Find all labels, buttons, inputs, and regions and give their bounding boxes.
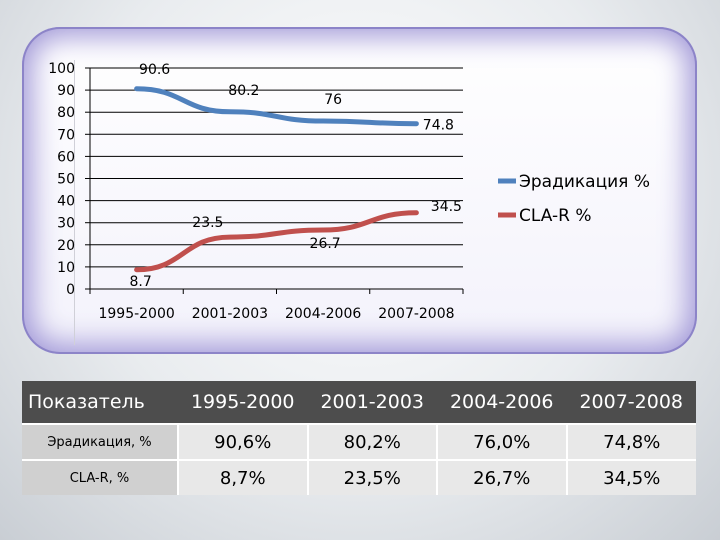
legend-label: CLA-R %	[519, 206, 592, 226]
table-cell: 74,8%	[565, 423, 696, 460]
table-row: Эрадикация, % 90,6% 80,2% 76,0% 74,8%	[22, 423, 696, 460]
x-tick-label: 2001-2003	[192, 306, 268, 322]
series-line	[134, 210, 419, 273]
x-tick-label: 2004-2006	[285, 306, 361, 322]
data-label: 23.5	[192, 215, 223, 231]
y-tick-label: 10	[57, 260, 75, 276]
table-header: Показатель	[22, 381, 178, 424]
y-tick-label: 40	[57, 194, 75, 210]
y-tick-label: 60	[57, 149, 75, 165]
y-tick-label: 100	[48, 61, 75, 77]
x-axis-ticks: 1995-2000 2001-2003 2004-2006 2007-2008	[89, 289, 464, 322]
series-lines	[134, 86, 419, 273]
y-tick-label: 90	[57, 83, 75, 99]
table-header: 2007-2008	[566, 381, 696, 424]
y-tick-label: 50	[57, 172, 75, 188]
y-tick-label: 20	[57, 238, 75, 254]
table-cell: 76,0%	[436, 423, 567, 460]
chart-gridlines	[85, 67, 463, 290]
table-cell: 90,6%	[177, 423, 308, 460]
legend-label: Эрадикация %	[519, 172, 650, 192]
data-label: 76	[324, 92, 342, 108]
table-header-row: Показатель 1995-2000 2001-2003 2004-2006…	[22, 381, 696, 424]
panel-edge-line	[74, 60, 75, 345]
row-label: CLA-R, %	[22, 459, 178, 495]
chart-legend: Эрадикация % CLA-R %	[498, 172, 650, 226]
data-label: 26.7	[310, 236, 341, 252]
table-header: 2001-2003	[307, 381, 437, 424]
table-cell: 26,7%	[436, 459, 567, 495]
row-label: Эрадикация, %	[22, 423, 178, 460]
chart-panel	[22, 27, 697, 354]
x-tick-label: 2007-2008	[378, 306, 454, 322]
y-tick-label: 30	[57, 216, 75, 232]
y-tick-label: 80	[57, 105, 75, 121]
y-tick-label: 0	[66, 282, 75, 298]
table-cell: 23,5%	[306, 459, 437, 495]
x-tick-label: 1995-2000	[98, 306, 174, 322]
data-label: 8.7	[129, 274, 151, 290]
table-header: 1995-2000	[178, 381, 308, 424]
series-line	[134, 86, 419, 127]
table-header: 2004-2006	[437, 381, 567, 424]
table-cell: 80,2%	[306, 423, 437, 460]
data-table: Показатель 1995-2000 2001-2003 2004-2006…	[22, 381, 696, 495]
table-row: CLA-R, % 8,7% 23,5% 26,7% 34,5%	[22, 459, 696, 495]
y-axis-ticks: 0 10 20 30 40 50 60 70 80 90 100	[48, 61, 75, 298]
y-tick-label: 70	[57, 127, 75, 143]
data-label: 90.6	[139, 62, 170, 78]
table-cell: 34,5%	[565, 459, 696, 495]
data-label: 74.8	[423, 118, 454, 134]
data-labels: 90.6 80.2 76 74.8 8.7 23.5 26.7 34.5	[129, 62, 461, 290]
line-chart: 0 10 20 30 40 50 60 70 80 90 100 1995-2000 2001-200…	[48, 61, 650, 322]
data-label: 34.5	[431, 199, 462, 215]
data-label: 80.2	[228, 83, 259, 99]
table-cell: 8,7%	[177, 459, 308, 495]
